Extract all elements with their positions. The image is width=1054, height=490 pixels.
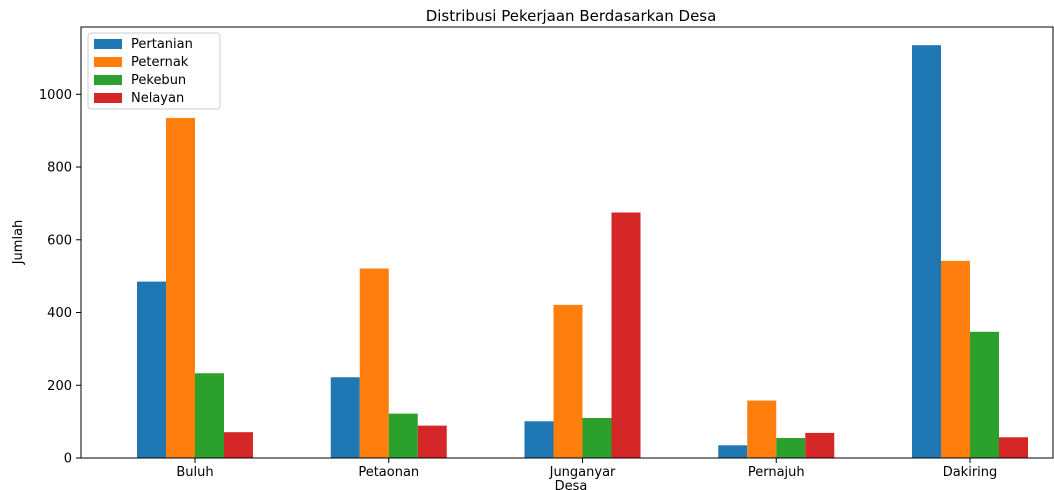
x-tick-label-dakiring: Dakiring [943,465,998,480]
y-tick-label: 600 [47,233,72,248]
y-tick-label: 400 [47,306,72,321]
bar-pertanian-petaonan [330,377,360,458]
bar-pertanian-pernajuh [718,445,748,458]
legend-label-pertanian: Pertanian [131,37,193,52]
bar-peternak-dakiring [941,260,970,458]
legend-swatch-pertanian [94,39,122,49]
x-tick-label-pernajuh: Pernajuh [748,465,805,480]
legend-swatch-nelayan [94,93,122,103]
y-tick-label: 800 [47,161,72,176]
plot-frame [80,26,1054,459]
bar-nelayan-pernajuh [805,432,835,458]
x-tick-label-junganyar: Junganyar [549,465,616,480]
plot-area [137,45,1028,458]
bar-pertanian-dakiring [912,45,941,458]
bar-nelayan-dakiring [999,437,1028,458]
bar-nelayan-petaonan [417,425,447,458]
bar-pekebun-dakiring [970,331,999,458]
bar-pekebun-pernajuh [776,437,806,458]
bar-nelayan-junganyar [611,212,641,458]
chart-title: Distribusi Pekerjaan Berdasarkan Desa [426,7,717,25]
y-axis-label: Jumlah [11,220,26,266]
legend: Pertanian Peternak Pekebun Nelayan [87,32,221,110]
y-tick-label: 1000 [39,88,72,103]
bar-peternak-petaonan [359,268,389,458]
bar-pertanian-buluh [137,281,166,458]
y-tick-label: 0 [64,452,72,467]
x-axis-label: Desa [555,479,588,490]
legend-label-pekebun: Pekebun [131,73,186,88]
bar-nelayan-buluh [224,432,253,458]
x-tick-label-petaonan: Petaonan [358,465,419,480]
bar-pekebun-petaonan [388,413,418,458]
y-axis: 0 200 400 600 800 1000 [39,88,81,467]
legend-label-peternak: Peternak [131,55,189,70]
legend-swatch-pekebun [94,75,122,85]
x-axis: Buluh Petaonan Junganyar Pernajuh Dakiring [176,458,997,480]
legend-box [87,32,221,110]
bar-pekebun-junganyar [582,417,612,458]
legend-label-nelayan: Nelayan [131,91,184,106]
bar-peternak-buluh [166,117,195,458]
bar-peternak-pernajuh [747,400,777,458]
legend-swatch-peternak [94,57,122,67]
bar-peternak-junganyar [553,304,583,458]
bar-pertanian-junganyar [524,421,554,458]
x-tick-label-buluh: Buluh [176,465,213,480]
y-tick-label: 200 [47,379,72,394]
bar-pekebun-buluh [195,373,224,458]
